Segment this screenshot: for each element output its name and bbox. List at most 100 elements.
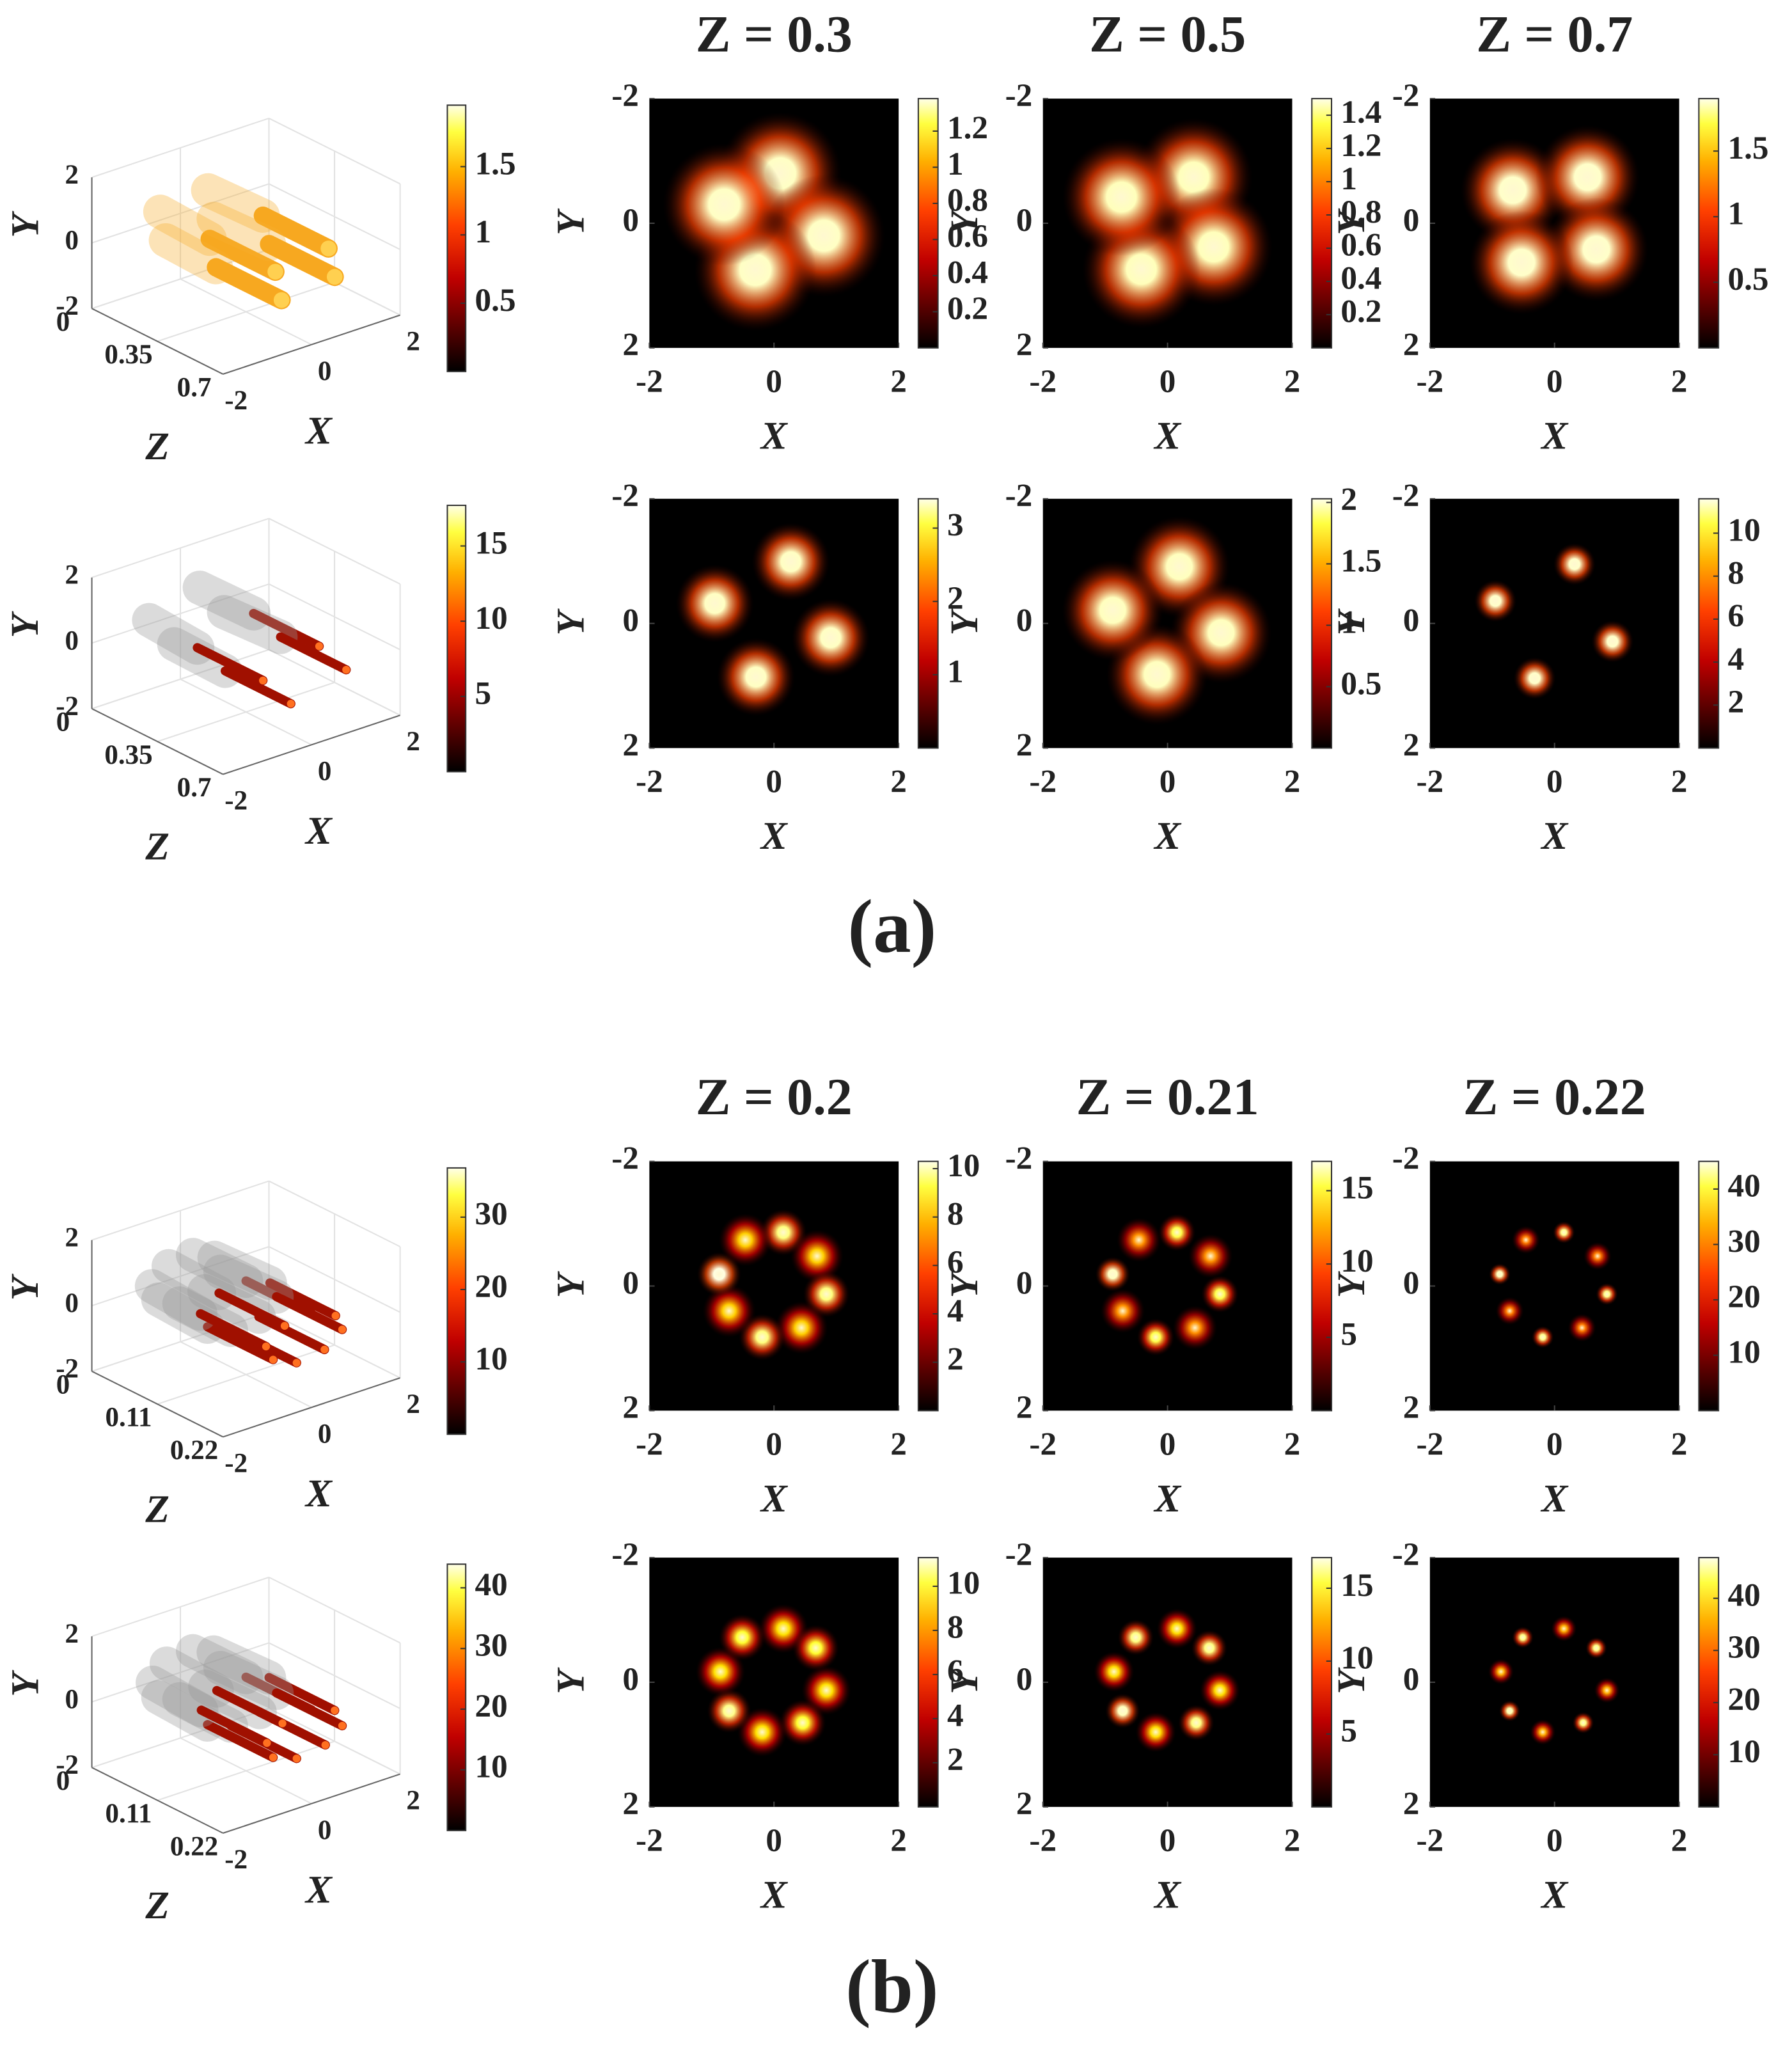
spot	[695, 1646, 746, 1697]
beam-tip	[267, 264, 283, 280]
y-axis-label: Y	[1330, 1270, 1373, 1298]
colorbar-tick-label: 4	[1727, 641, 1744, 677]
colorbar-tick-label: 8	[947, 1195, 964, 1232]
y-tick-label: -2	[56, 1354, 79, 1384]
beam-tip	[338, 1721, 347, 1730]
spot	[1512, 1627, 1534, 1648]
map-image	[696, 1209, 850, 1361]
spot	[1594, 1677, 1620, 1703]
z-tick-label: 0	[56, 1369, 70, 1400]
spot	[1156, 1608, 1197, 1649]
spot	[1591, 620, 1634, 663]
x-tick-label: -2	[1416, 363, 1443, 400]
panel-label: (b)	[845, 1944, 938, 2028]
x-tick-label: 0	[1546, 1822, 1563, 1859]
map-image	[1474, 543, 1634, 700]
colorbar-tick-label: 0.5	[1727, 261, 1768, 297]
colorbar-tick-label: 0.4	[947, 255, 988, 291]
y-tick-label: 0	[622, 202, 639, 239]
beam-tip	[331, 1311, 340, 1320]
panel-title: Z = 0.22	[1463, 1068, 1646, 1126]
y-tick-label: 0	[1403, 1661, 1420, 1698]
y-tick-label: 2	[622, 327, 639, 363]
colorbar-tick-label: 0.2	[1340, 294, 1381, 330]
spot	[1191, 1630, 1228, 1666]
y-axis-label: Y	[3, 1273, 47, 1300]
map-image	[1062, 118, 1273, 329]
beam	[260, 235, 344, 287]
map-image	[1488, 1616, 1620, 1745]
beam-tip	[273, 292, 290, 308]
colorbar-tick-label: 6	[947, 1244, 964, 1281]
x-axis-label: X	[1153, 1477, 1182, 1520]
beam	[193, 643, 268, 686]
x-tick-label: 2	[1284, 764, 1301, 800]
colorbar-tick-label: 1	[475, 214, 492, 250]
beam	[276, 632, 351, 675]
colorbar	[1311, 1160, 1333, 1412]
beam	[203, 1322, 278, 1364]
colorbar	[1311, 1557, 1333, 1808]
x-tick-label: 2	[1671, 363, 1688, 400]
beam-haze	[141, 1680, 225, 1742]
map-image	[1062, 516, 1272, 725]
spot	[1469, 210, 1574, 315]
axis-line	[223, 1377, 400, 1438]
colorbar-tick-label: 10	[1727, 1733, 1760, 1770]
spot	[1117, 1619, 1154, 1656]
x-axis-label: X	[1540, 1477, 1569, 1520]
colorbar-tick-label: 0.8	[1340, 194, 1381, 230]
beam-haze	[203, 1254, 294, 1314]
y-axis-label: Y	[3, 210, 47, 238]
panel-label: (a)	[847, 884, 936, 968]
spot	[1489, 1263, 1511, 1285]
spot	[663, 143, 785, 266]
axis-line	[91, 1767, 224, 1834]
y-tick-label: 0	[1016, 1661, 1033, 1698]
beam-tip	[292, 1359, 301, 1367]
colorbar-tick-label: 10	[947, 1148, 980, 1184]
beam	[212, 1685, 287, 1728]
y-tick-label: 2	[1016, 327, 1033, 363]
x-tick-label: 2	[406, 727, 420, 757]
spot	[1178, 1705, 1214, 1741]
y-axis-label: Y	[3, 611, 47, 638]
beam-tip	[321, 1740, 329, 1749]
spot	[1117, 1217, 1161, 1262]
colorbar	[917, 498, 939, 749]
map-image	[663, 112, 885, 331]
x-axis-label: X	[1153, 1874, 1182, 1917]
spot	[1572, 1712, 1594, 1734]
spot	[716, 638, 795, 716]
axis-line	[91, 1370, 224, 1438]
colorbar-tick-label: 1.5	[475, 145, 516, 182]
spot	[1095, 1256, 1131, 1292]
colorbar-tick-label: 0.5	[1340, 665, 1381, 702]
grid-line	[91, 117, 269, 178]
beam-haze	[134, 1269, 218, 1331]
spot	[1188, 1234, 1233, 1279]
map-image	[695, 1604, 851, 1757]
spot	[1596, 1282, 1618, 1306]
x-tick-label: 0	[1159, 1822, 1176, 1859]
x-tick-label: -2	[224, 786, 248, 816]
panel-title: Z = 0.3	[696, 5, 853, 63]
colorbar-tick-label: 3	[947, 507, 964, 543]
x-tick-label: -2	[1029, 764, 1057, 800]
beam	[203, 1720, 278, 1762]
y-tick-label: 0	[1016, 1265, 1033, 1301]
y-tick-label: -2	[1392, 1140, 1420, 1176]
beam-tip	[338, 1325, 347, 1334]
x-axis-label: X	[1153, 414, 1182, 458]
y-axis-label: Y	[549, 1270, 593, 1298]
x-tick-label: -2	[1029, 363, 1057, 400]
x-tick-label: -2	[224, 1448, 248, 1478]
colorbar-tick-label: 15	[475, 525, 508, 561]
colorbar-tick-label: 10	[1727, 1334, 1760, 1371]
map-background	[649, 1161, 899, 1411]
colorbar-tick-label: 1.5	[1340, 542, 1381, 579]
colorbar	[917, 1160, 939, 1412]
x-tick-label: -2	[224, 386, 248, 416]
colorbar-tick-label: 10	[1340, 1243, 1373, 1279]
